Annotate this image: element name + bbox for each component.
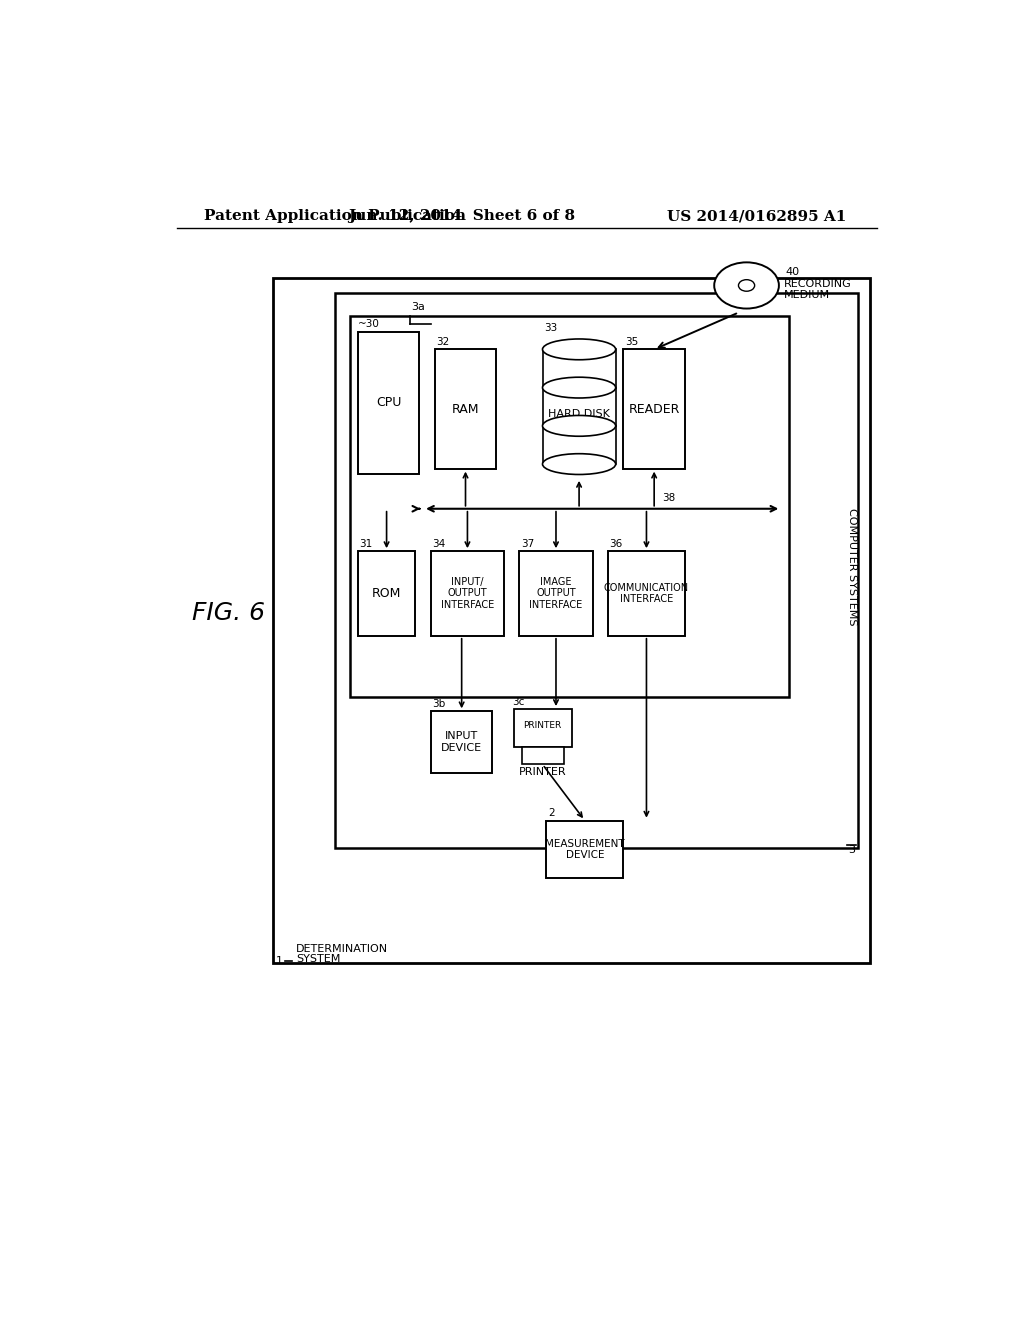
Text: 34: 34 [432,539,445,549]
Text: 37: 37 [521,539,535,549]
Text: COMPUTER SYSTEMS: COMPUTER SYSTEMS [847,508,857,626]
Text: PRINTER: PRINTER [519,767,566,776]
Bar [435,350,497,469]
Text: 35: 35 [625,337,638,347]
Ellipse shape [543,416,615,436]
Text: INPUT/
OUTPUT
INTERFACE: INPUT/ OUTPUT INTERFACE [440,577,494,610]
Bar [608,552,685,636]
Bar [624,350,685,469]
Text: DETERMINATION: DETERMINATION [296,944,388,954]
Text: 38: 38 [662,494,675,503]
Text: IMAGE
OUTPUT
INTERFACE: IMAGE OUTPUT INTERFACE [529,577,583,610]
Bar [431,711,493,774]
Text: 36: 36 [609,539,623,549]
Text: RECORDING: RECORDING [783,279,851,289]
Bar [521,747,564,764]
Text: HARD DISK: HARD DISK [548,409,610,418]
Ellipse shape [714,263,779,309]
Bar [357,331,419,474]
Text: MEASUREMENT
DEVICE: MEASUREMENT DEVICE [545,838,625,861]
Ellipse shape [543,454,615,474]
Text: 3b: 3b [432,700,445,709]
Bar [514,709,571,747]
Bar [547,821,624,878]
Text: Jun. 12, 2014  Sheet 6 of 8: Jun. 12, 2014 Sheet 6 of 8 [348,209,575,223]
Bar [350,317,788,697]
Text: 33: 33 [544,323,557,333]
Text: READER: READER [629,403,680,416]
Text: COMMUNICATION
INTERFACE: COMMUNICATION INTERFACE [604,582,689,605]
Text: US 2014/0162895 A1: US 2014/0162895 A1 [668,209,847,223]
Text: 2: 2 [548,808,555,818]
Text: RAM: RAM [452,403,479,416]
Text: ~30: ~30 [357,319,380,330]
Text: INPUT
DEVICE: INPUT DEVICE [441,731,482,752]
Text: SYSTEM: SYSTEM [296,954,341,964]
Ellipse shape [543,339,615,360]
Bar [431,552,504,636]
Text: 3c: 3c [512,697,525,706]
Text: 3a: 3a [412,302,426,313]
Bar [335,293,858,847]
Text: 3: 3 [848,845,855,855]
Text: 31: 31 [359,539,373,549]
Text: 32: 32 [436,337,450,347]
Bar [273,277,869,964]
Text: ROM: ROM [372,587,401,601]
Text: Patent Application Publication: Patent Application Publication [204,209,466,223]
Text: PRINTER: PRINTER [523,722,561,730]
Ellipse shape [543,378,615,399]
Text: CPU: CPU [376,396,401,409]
Text: FIG. 6: FIG. 6 [193,601,265,624]
Bar [519,552,593,636]
Text: MEDIUM: MEDIUM [783,290,829,301]
Text: 40: 40 [785,268,799,277]
Ellipse shape [738,280,755,292]
Bar [357,552,416,636]
Text: 1: 1 [276,956,283,966]
